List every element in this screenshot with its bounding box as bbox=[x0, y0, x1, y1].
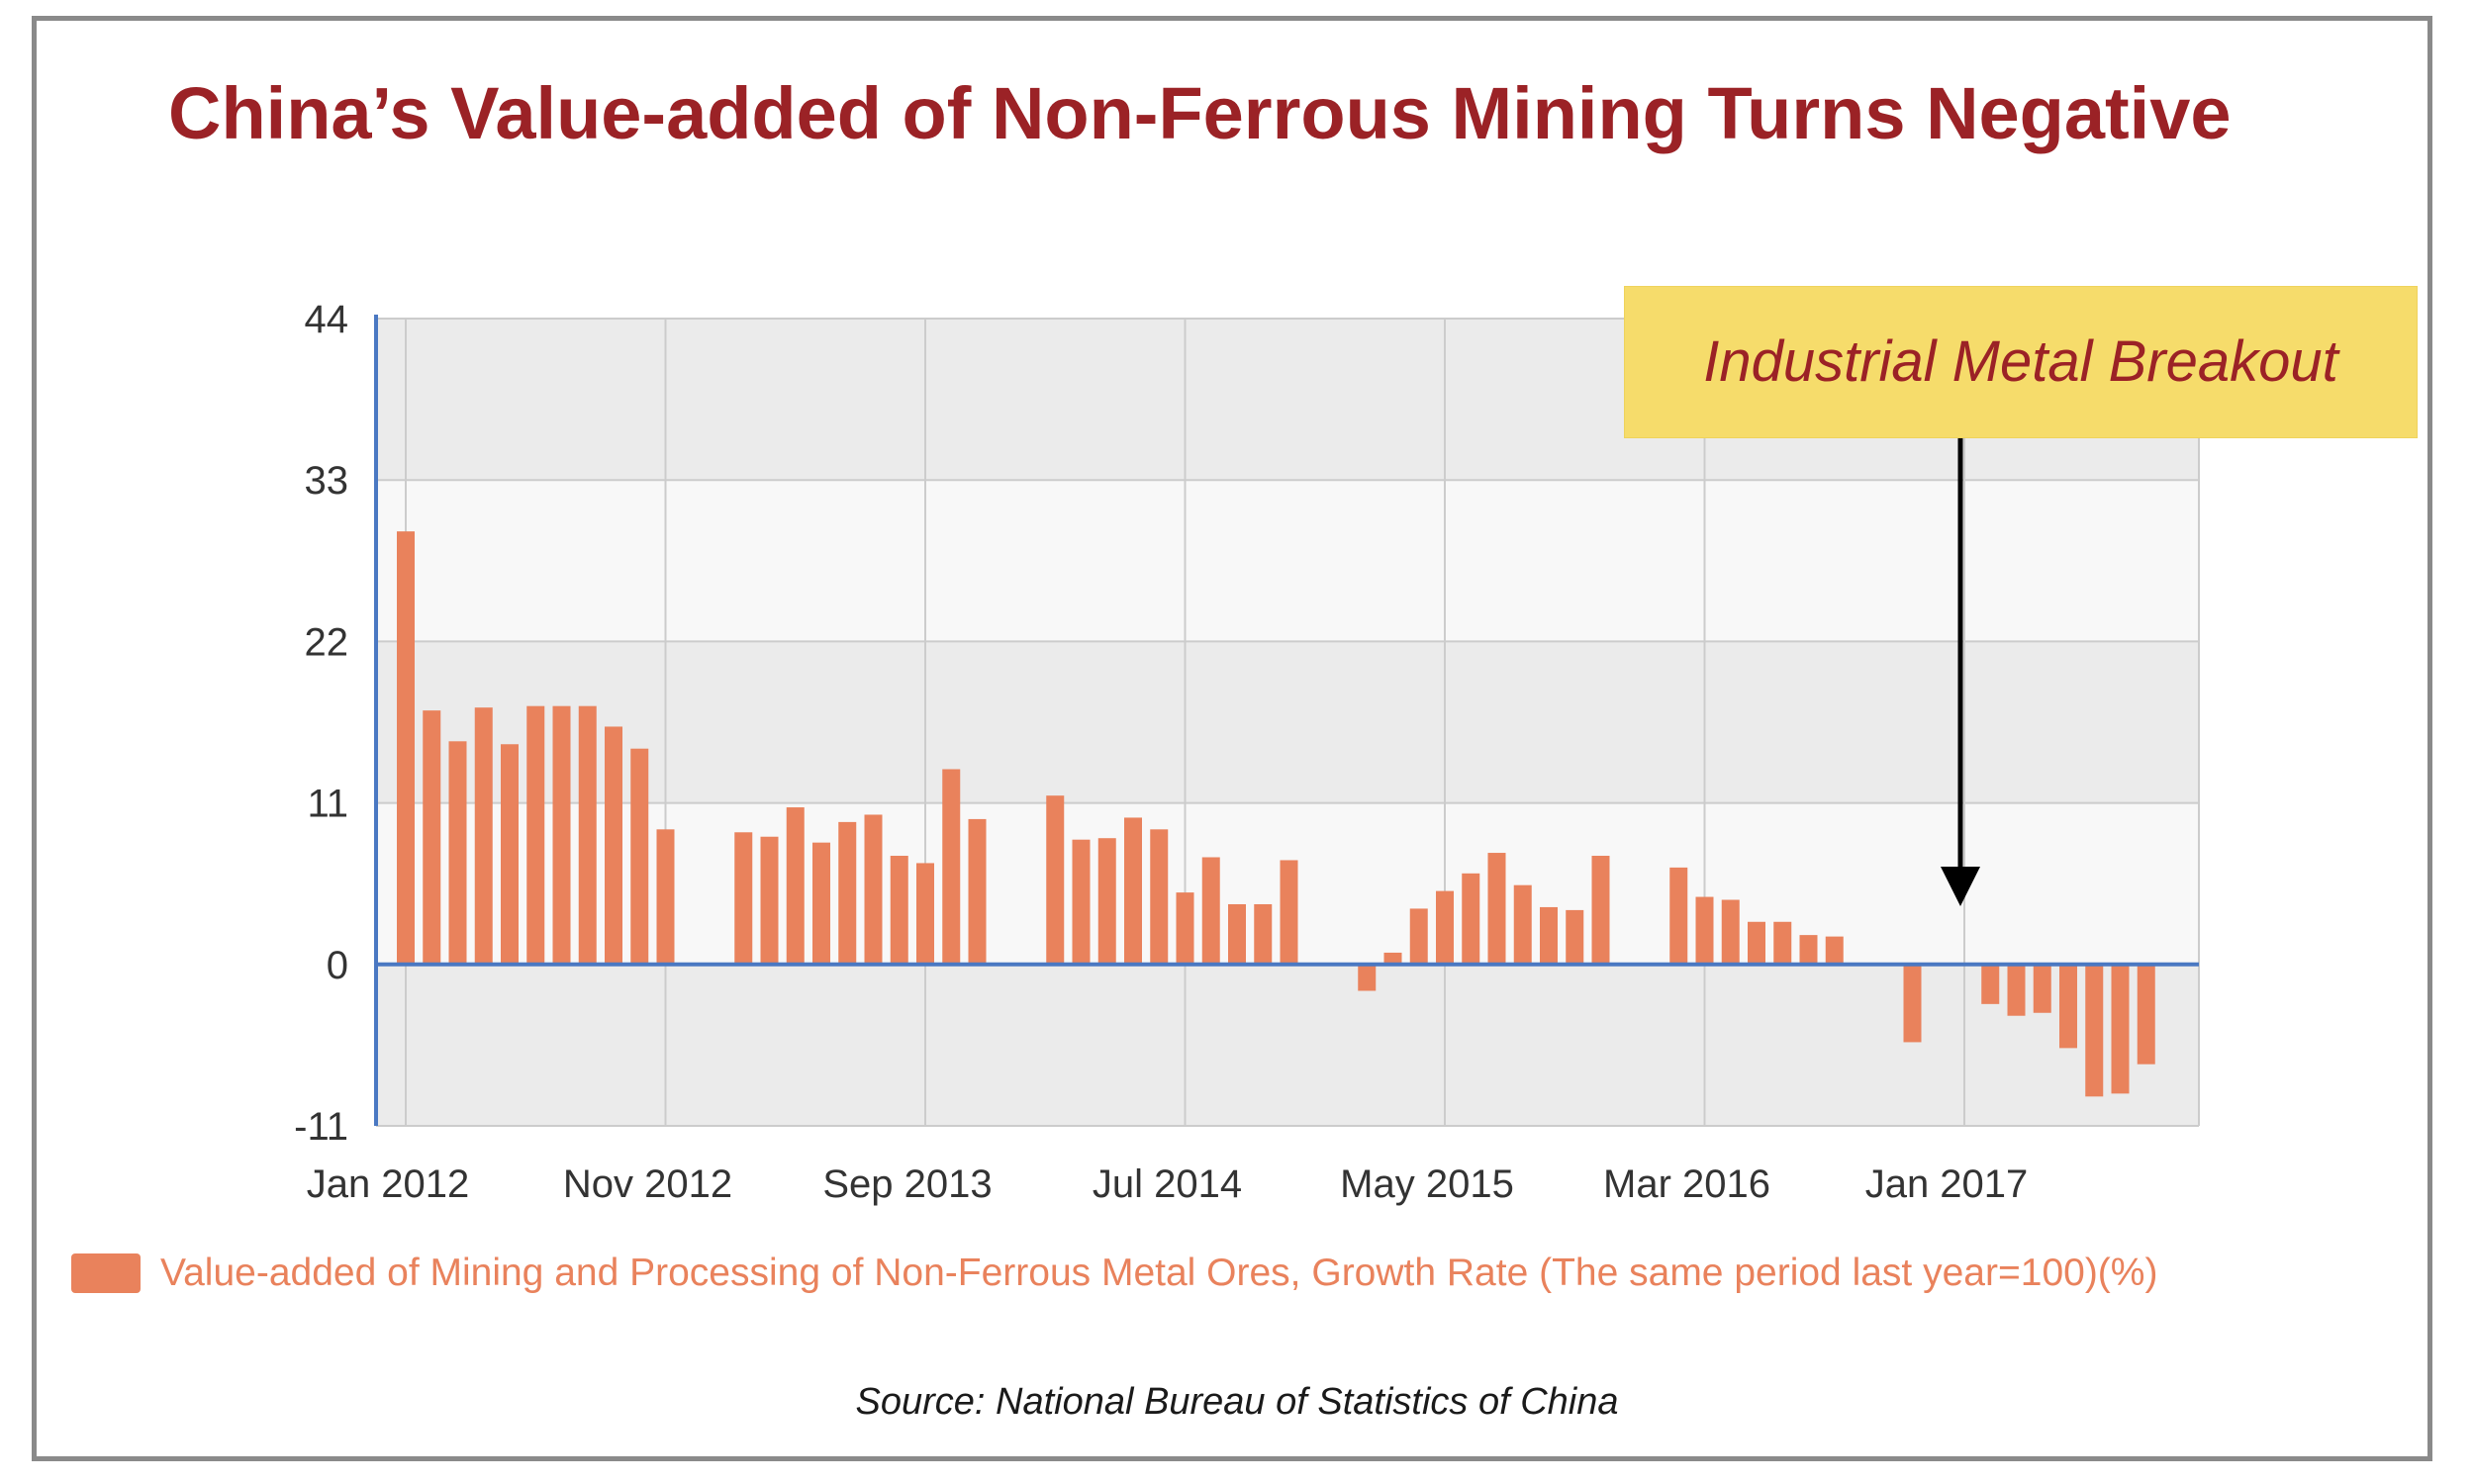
bar bbox=[2007, 964, 2026, 1016]
x-tick-label: Jan 2012 bbox=[307, 1162, 470, 1206]
y-tick-label: 11 bbox=[307, 783, 348, 826]
bar bbox=[1254, 903, 1273, 965]
bar bbox=[890, 856, 908, 965]
bar bbox=[552, 705, 571, 965]
bar bbox=[1462, 873, 1480, 965]
callout-arrow bbox=[1941, 437, 1980, 906]
bar bbox=[1540, 906, 1558, 965]
bar bbox=[734, 832, 753, 965]
bar bbox=[630, 748, 649, 965]
bar bbox=[864, 814, 883, 965]
bar bbox=[1124, 817, 1142, 965]
bar bbox=[1436, 890, 1454, 965]
legend-label: Value-added of Mining and Processing of … bbox=[160, 1252, 2158, 1294]
bar bbox=[1409, 908, 1428, 965]
x-tick-label: Jul 2014 bbox=[1093, 1162, 1242, 1206]
bar bbox=[1072, 839, 1091, 965]
bar bbox=[2137, 964, 2155, 1065]
x-tick-label: Sep 2013 bbox=[822, 1162, 992, 1206]
bar bbox=[605, 726, 622, 965]
plot-band bbox=[376, 641, 2199, 803]
bar bbox=[1150, 829, 1169, 965]
plot-band bbox=[376, 964, 2199, 1126]
bar bbox=[1201, 857, 1220, 965]
bar bbox=[1825, 936, 1844, 965]
source-note: Source: National Bureau of Statistics of… bbox=[855, 1381, 1619, 1423]
y-tick-label: 0 bbox=[327, 944, 348, 987]
y-tick-label: -11 bbox=[294, 1105, 348, 1149]
bar bbox=[1280, 860, 1298, 965]
bar bbox=[1773, 921, 1792, 965]
bar bbox=[578, 705, 597, 965]
y-tick-label: 33 bbox=[305, 459, 349, 503]
bar bbox=[1669, 867, 1688, 965]
bar bbox=[812, 842, 830, 965]
bar bbox=[501, 744, 519, 965]
bar bbox=[1566, 909, 1584, 965]
bar bbox=[656, 829, 675, 965]
bar bbox=[1176, 892, 1194, 965]
legend-swatch bbox=[71, 1253, 141, 1293]
y-axis-ticks: 44 33 22 11 0 -11 bbox=[294, 298, 348, 1149]
bar bbox=[1487, 853, 1506, 965]
bar bbox=[397, 531, 415, 965]
legend[interactable]: Value-added of Mining and Processing of … bbox=[71, 1252, 2157, 1301]
bar bbox=[1228, 903, 1246, 965]
bar bbox=[1695, 896, 1714, 965]
plot-background bbox=[376, 319, 2199, 1126]
arrow-head bbox=[1941, 867, 1980, 906]
bar bbox=[1097, 838, 1116, 965]
bar bbox=[1046, 795, 1065, 965]
y-tick-label: 22 bbox=[305, 620, 349, 664]
callout-text: Industrial Metal Breakout bbox=[1703, 329, 2338, 394]
bar bbox=[1383, 952, 1402, 965]
bar bbox=[423, 710, 441, 965]
bar bbox=[1358, 964, 1377, 991]
bar bbox=[968, 818, 987, 965]
bar bbox=[2059, 964, 2077, 1049]
bar bbox=[2111, 964, 2130, 1094]
x-tick-label: May 2015 bbox=[1340, 1162, 1514, 1206]
y-tick-label: 44 bbox=[305, 298, 349, 341]
bar bbox=[1903, 964, 1922, 1043]
axes bbox=[374, 315, 2199, 1126]
bar bbox=[2085, 964, 2104, 1097]
bar bbox=[474, 707, 493, 965]
bar-series bbox=[397, 531, 2155, 1097]
x-tick-label: Mar 2016 bbox=[1603, 1162, 1770, 1206]
bar bbox=[760, 836, 779, 965]
bar bbox=[526, 705, 545, 965]
x-axis-ticks: Jan 2012 Nov 2012 Sep 2013 Jul 2014 May 2015… bbox=[307, 1162, 2029, 1206]
x-tick-label: Nov 2012 bbox=[563, 1162, 732, 1206]
chart-title: China’s Value-added of Non-Ferrous Minin… bbox=[168, 72, 2232, 154]
bar bbox=[1748, 921, 1765, 965]
bar bbox=[786, 807, 805, 965]
plot-band bbox=[376, 480, 2199, 642]
bar bbox=[1591, 856, 1610, 965]
bar bbox=[448, 741, 467, 965]
callout-box: Industrial Metal Breakout bbox=[1625, 287, 2417, 437]
bar bbox=[838, 821, 857, 965]
x-tick-label: Jan 2017 bbox=[1865, 1162, 2029, 1206]
bar bbox=[1799, 935, 1818, 965]
bar bbox=[2033, 964, 2051, 1013]
bar bbox=[1981, 964, 2000, 1004]
bar bbox=[942, 769, 961, 965]
bar bbox=[1513, 884, 1532, 965]
bar bbox=[916, 863, 934, 965]
bar bbox=[1721, 899, 1740, 965]
